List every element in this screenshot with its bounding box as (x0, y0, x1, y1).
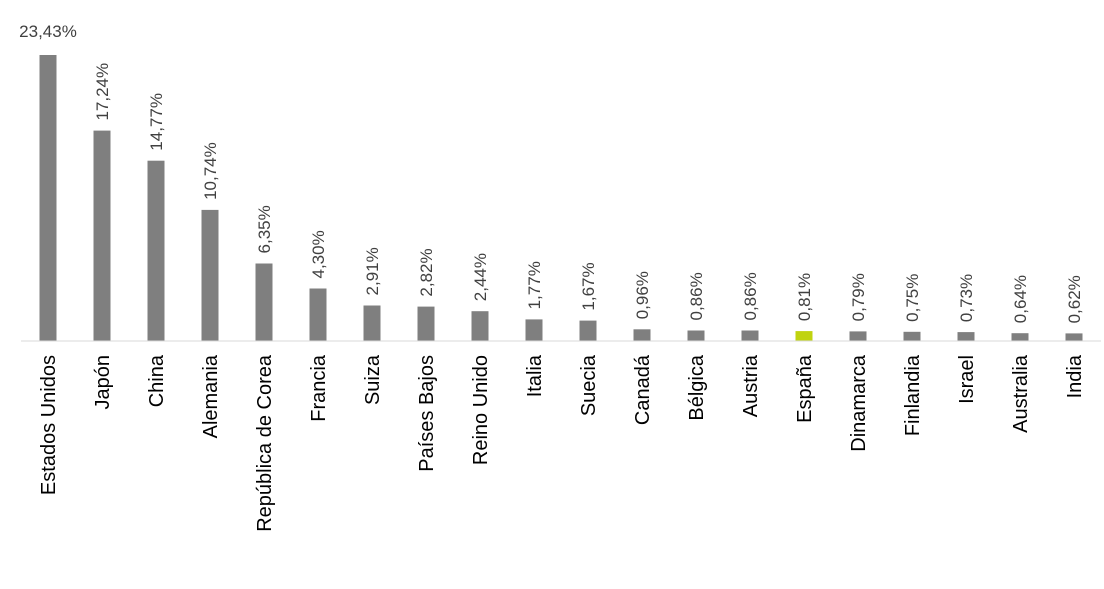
category-label: República de Corea (254, 354, 276, 532)
category-label: Australia (1010, 354, 1032, 433)
bar (147, 160, 165, 341)
value-label: 2,44% (471, 253, 490, 301)
category-label: Austria (740, 354, 762, 417)
category-label: Suiza (362, 354, 384, 405)
value-label: 1,77% (525, 261, 544, 309)
bar (363, 305, 381, 341)
category-label: Finlandia (902, 354, 924, 436)
value-label: 23,43% (19, 22, 77, 41)
value-label: 0,75% (903, 274, 922, 322)
bar (1065, 333, 1083, 341)
category-label: Bélgica (686, 354, 708, 420)
value-label: 0,86% (741, 272, 760, 320)
bar (201, 209, 219, 341)
bar (525, 319, 543, 341)
value-label: 17,24% (93, 63, 112, 121)
bar (741, 330, 759, 341)
category-label: China (146, 354, 168, 407)
bar (633, 329, 651, 341)
value-label: 6,35% (255, 205, 274, 253)
bar (39, 55, 57, 341)
category-label: Francia (308, 354, 330, 422)
bar (417, 306, 435, 341)
bar (957, 332, 975, 341)
category-label: Israel (956, 355, 978, 404)
bar (849, 331, 867, 341)
category-label: India (1064, 354, 1086, 398)
value-label: 2,91% (363, 247, 382, 295)
category-label: Japón (92, 355, 114, 410)
bar (687, 330, 705, 341)
category-label: Reino Unido (470, 355, 492, 465)
value-label: 1,67% (579, 262, 598, 310)
value-label: 0,79% (849, 273, 868, 321)
category-label: Alemania (200, 354, 222, 438)
value-label: 2,82% (417, 248, 436, 296)
value-label: 0,81% (795, 273, 814, 321)
category-label: Estados Unidos (38, 355, 60, 495)
category-labels-group: Estados Unidos Japón China Alemania Repúblic… (38, 354, 1086, 532)
bar (309, 288, 327, 341)
value-label: 0,96% (633, 271, 652, 319)
bar (471, 311, 489, 341)
bar (1011, 333, 1029, 341)
value-label: 0,62% (1065, 275, 1084, 323)
bar (255, 263, 273, 341)
value-label: 0,64% (1011, 275, 1030, 323)
category-label: Dinamarca (848, 354, 870, 452)
bars-group (39, 55, 1083, 341)
value-label: 0,86% (687, 272, 706, 320)
category-label: España (794, 354, 816, 423)
value-label: 10,74% (201, 142, 220, 200)
value-label: 0,73% (957, 274, 976, 322)
category-label: Suecia (578, 354, 600, 416)
bar (93, 130, 111, 341)
value-labels-group: 23,43% 17,24% 14,77% 10,74% 6,35% 4,30% 2,91% 2… (19, 22, 1084, 323)
value-label: 14,77% (147, 93, 166, 151)
bar (903, 331, 921, 341)
category-label: Canadá (632, 354, 654, 425)
category-label: Italia (524, 354, 546, 397)
value-label: 4,30% (309, 230, 328, 278)
bar (795, 331, 813, 341)
bar (579, 320, 597, 341)
category-label: Países Bajos (416, 355, 438, 472)
